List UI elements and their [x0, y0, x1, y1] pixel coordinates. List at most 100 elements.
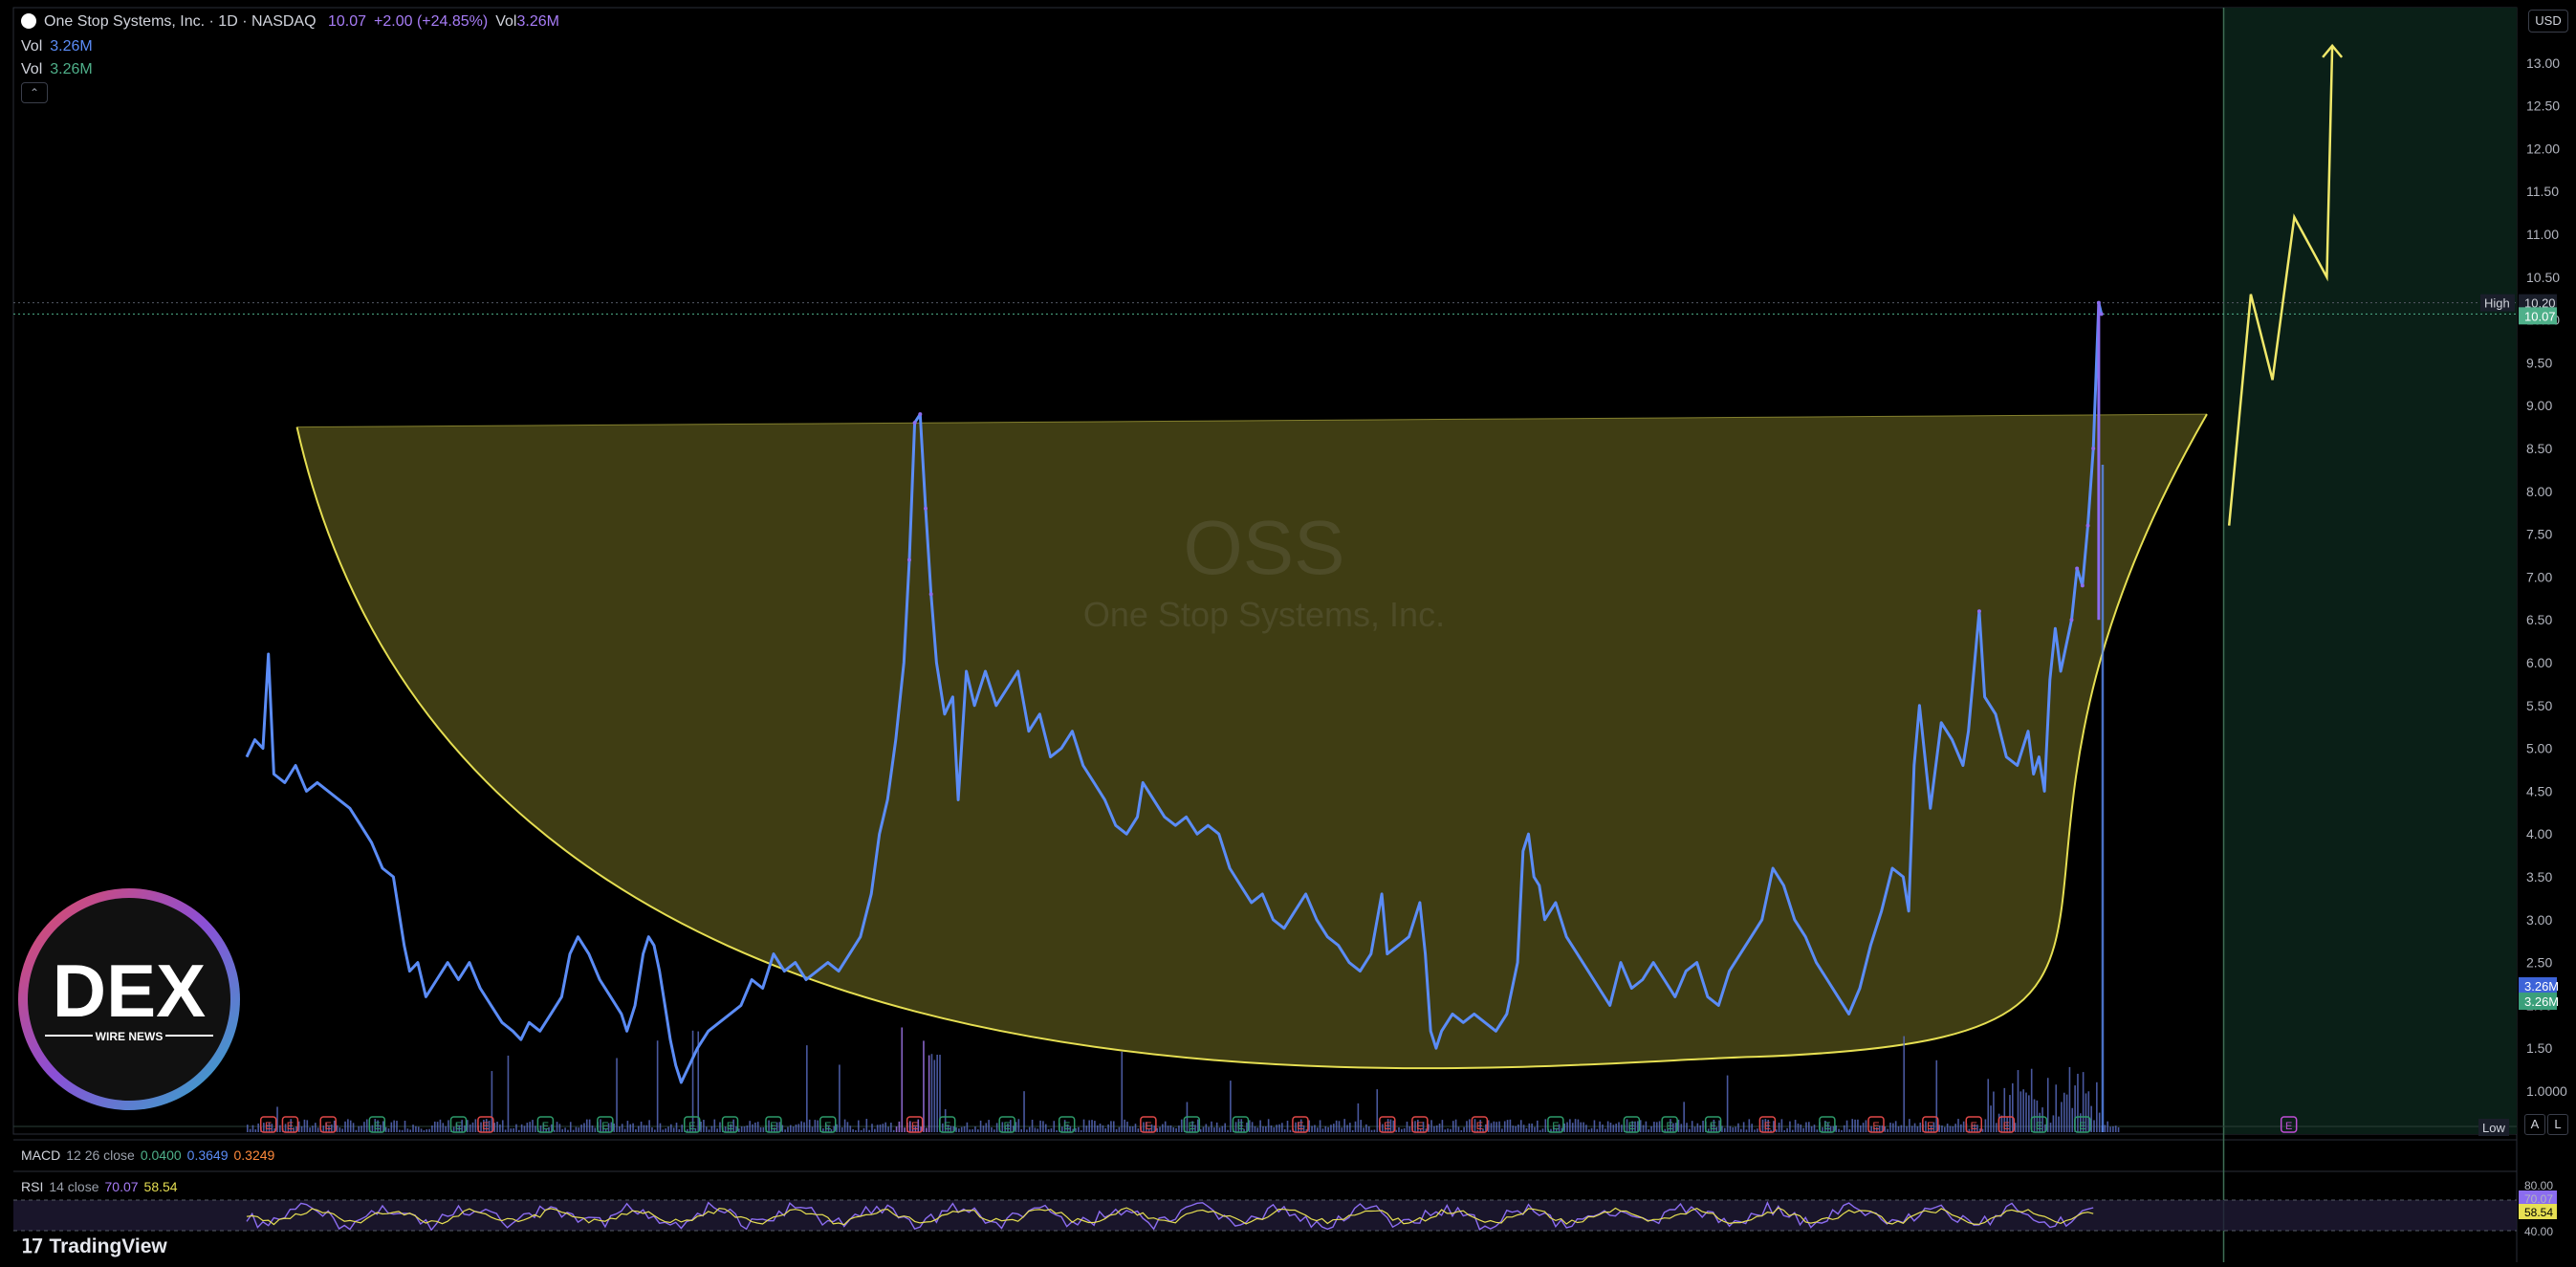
volume-bar: [1357, 1103, 1360, 1132]
earnings-marker-label[interactable]: E: [727, 1121, 733, 1132]
rsi-legend[interactable]: RSI 14 close 70.07 58.54: [21, 1179, 184, 1194]
earnings-marker[interactable]: [259, 1116, 277, 1133]
earnings-marker[interactable]: [1997, 1116, 2016, 1133]
earnings-marker[interactable]: [477, 1116, 494, 1133]
volume-bar: [363, 1122, 365, 1132]
volume-bar: [814, 1120, 817, 1132]
earnings-marker[interactable]: [1411, 1116, 1429, 1133]
price-axis-tick: 2.50: [2526, 955, 2552, 971]
earnings-marker-label[interactable]: E: [1666, 1121, 1672, 1132]
earnings-marker-label[interactable]: E: [1927, 1121, 1933, 1132]
earnings-marker-label[interactable]: E: [1063, 1121, 1070, 1132]
earnings-marker-label[interactable]: E: [1004, 1121, 1011, 1132]
legend-vol-row-1[interactable]: Vol 3.26M: [21, 38, 100, 55]
earnings-marker[interactable]: [1232, 1116, 1250, 1133]
volume-bar: [1550, 1128, 1552, 1132]
earnings-marker-label[interactable]: E: [265, 1121, 272, 1132]
volume-bar: [300, 1125, 303, 1132]
earnings-marker[interactable]: [765, 1116, 782, 1133]
earnings-marker-label[interactable]: E: [688, 1121, 695, 1132]
earnings-marker-label[interactable]: E: [1476, 1121, 1483, 1132]
earnings-marker[interactable]: [1965, 1116, 1982, 1133]
earnings-marker-label[interactable]: E: [1872, 1121, 1879, 1132]
earnings-marker-label[interactable]: E: [1971, 1121, 1977, 1132]
cup-curve: [295, 413, 2208, 1070]
earnings-marker[interactable]: [998, 1116, 1015, 1133]
earnings-marker-label[interactable]: E: [2285, 1121, 2292, 1132]
earnings-marker[interactable]: [319, 1116, 337, 1133]
earnings-marker[interactable]: [1704, 1116, 1722, 1133]
earnings-marker[interactable]: [1140, 1116, 1157, 1133]
volume-bar: [510, 1128, 513, 1132]
legend-vol-row-2[interactable]: Vol 3.26M: [21, 61, 100, 78]
earnings-marker-label[interactable]: E: [1145, 1121, 1151, 1132]
earnings-marker-label[interactable]: E: [1710, 1121, 1716, 1132]
earnings-marker-label[interactable]: E: [824, 1121, 831, 1132]
earnings-marker-label[interactable]: E: [2003, 1121, 2010, 1132]
earnings-marker[interactable]: [1922, 1116, 1939, 1133]
volume-bar: [1498, 1121, 1500, 1132]
earnings-marker-label[interactable]: E: [482, 1121, 489, 1132]
earnings-marker[interactable]: [721, 1116, 739, 1133]
earnings-marker-label[interactable]: E: [911, 1121, 918, 1132]
earnings-marker-label[interactable]: E: [325, 1121, 332, 1132]
earnings-marker[interactable]: [1819, 1116, 1836, 1133]
earnings-marker[interactable]: [2030, 1116, 2048, 1133]
earnings-marker[interactable]: [536, 1116, 555, 1133]
volume-bar: [1286, 1121, 1289, 1132]
earnings-marker-label[interactable]: E: [1189, 1121, 1195, 1132]
earnings-marker-label[interactable]: E: [287, 1121, 294, 1132]
volume-bar: [1433, 1125, 1435, 1132]
earnings-marker[interactable]: [1547, 1116, 1564, 1133]
earnings-marker[interactable]: [1183, 1116, 1201, 1133]
volume-bar: [1721, 1125, 1723, 1132]
earnings-marker-label[interactable]: E: [770, 1121, 776, 1132]
earnings-marker[interactable]: [368, 1116, 386, 1133]
earnings-marker-label[interactable]: E: [1416, 1121, 1423, 1132]
earnings-marker-label[interactable]: E: [2079, 1121, 2085, 1132]
earnings-marker-label[interactable]: E: [1628, 1121, 1635, 1132]
earnings-marker[interactable]: [1379, 1116, 1396, 1133]
earnings-marker[interactable]: [938, 1116, 956, 1133]
volume-bar: [1748, 1119, 1751, 1132]
auto-scale-button[interactable]: A: [2524, 1114, 2545, 1135]
earnings-marker[interactable]: [1623, 1116, 1641, 1133]
earnings-marker-label[interactable]: E: [2036, 1121, 2042, 1132]
earnings-marker-label[interactable]: E: [601, 1121, 608, 1132]
earnings-marker-label[interactable]: E: [1384, 1121, 1390, 1132]
earnings-marker[interactable]: [1471, 1116, 1489, 1133]
volume-bar: [839, 1064, 840, 1132]
earnings-marker[interactable]: [597, 1116, 614, 1133]
symbol-title[interactable]: One Stop Systems, Inc. · 1D · NASDAQ: [44, 13, 317, 30]
tradingview-logo[interactable]: 𝟣𝟩 TradingView: [21, 1234, 167, 1258]
earnings-marker-label[interactable]: E: [542, 1121, 549, 1132]
earnings-marker[interactable]: [281, 1116, 299, 1133]
earnings-marker[interactable]: [2074, 1116, 2091, 1133]
earnings-marker[interactable]: [449, 1116, 468, 1133]
earnings-marker-label[interactable]: E: [944, 1121, 950, 1132]
macd-legend[interactable]: MACD 12 26 close 0.0400 0.3649 0.3249: [21, 1147, 280, 1163]
earnings-marker-label[interactable]: E: [1237, 1121, 1244, 1132]
legend-collapse-button[interactable]: ⌃: [21, 82, 48, 103]
earnings-marker[interactable]: [2280, 1116, 2298, 1133]
earnings-marker[interactable]: [1292, 1116, 1309, 1133]
volume-bar: [619, 1125, 621, 1132]
currency-button[interactable]: USD: [2528, 10, 2568, 33]
earnings-marker-label[interactable]: E: [1552, 1121, 1559, 1132]
earnings-marker-label[interactable]: E: [1297, 1121, 1303, 1132]
earnings-marker[interactable]: [1867, 1116, 1885, 1133]
earnings-marker[interactable]: [906, 1116, 924, 1133]
earnings-marker[interactable]: [1661, 1116, 1678, 1133]
earnings-marker[interactable]: [684, 1116, 701, 1133]
earnings-marker[interactable]: [819, 1116, 837, 1133]
earnings-marker[interactable]: [1758, 1116, 1777, 1133]
earnings-marker-label[interactable]: E: [374, 1121, 381, 1132]
earnings-marker-label[interactable]: E: [1823, 1121, 1830, 1132]
earnings-marker-label[interactable]: E: [455, 1121, 462, 1132]
log-scale-button[interactable]: L: [2547, 1114, 2568, 1135]
volume-bar: [1302, 1125, 1305, 1132]
earnings-marker-label[interactable]: E: [1764, 1121, 1771, 1132]
earnings-marker[interactable]: [1058, 1116, 1076, 1133]
